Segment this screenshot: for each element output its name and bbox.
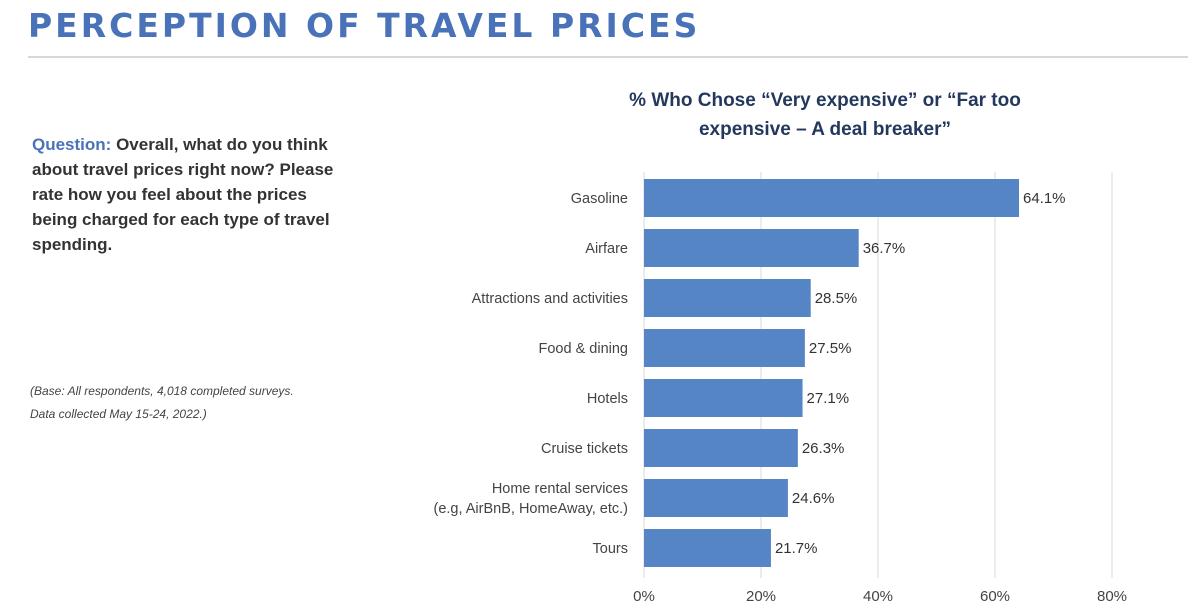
data-label: 26.3% (802, 440, 845, 457)
category-label-line: (e.g, AirBnB, HomeAway, etc.) (434, 501, 628, 517)
bar (644, 229, 859, 267)
category-label: Hotels (587, 391, 628, 407)
base-note-line-1: (Base: All respondents, 4,018 completed … (30, 384, 294, 398)
category-label-line: Home rental services (492, 481, 628, 497)
data-label: 28.5% (815, 290, 858, 307)
data-label: 64.1% (1023, 190, 1066, 207)
x-tick-label: 20% (746, 588, 776, 605)
question-text: Overall, what do you think about travel … (32, 135, 334, 254)
data-label: 27.5% (809, 340, 852, 357)
data-label: 36.7% (863, 240, 906, 257)
bar (644, 379, 803, 417)
x-tick-label: 60% (980, 588, 1010, 605)
bar (644, 329, 805, 367)
chart-title: % Who Chose “Very expensive” or “Far too… (629, 90, 1021, 140)
category-label: Home rental services (e.g, AirBnB, HomeAw… (434, 481, 628, 517)
base-note: (Base: All respondents, 4,018 completed … (30, 380, 350, 426)
category-label: Gasoline (571, 191, 628, 207)
question-label: Question: (32, 135, 112, 154)
category-label: Airfare (585, 241, 628, 257)
question-block: Question: Overall, what do you think abo… (32, 132, 342, 257)
bar (644, 529, 771, 567)
x-tick-label: 40% (863, 588, 893, 605)
bar (644, 179, 1019, 217)
page-title: PERCEPTION OF TRAVEL PRICES (28, 6, 701, 45)
data-label: 27.1% (807, 390, 850, 407)
category-label: Attractions and activities (472, 291, 628, 307)
category-label: Food & dining (539, 341, 628, 357)
data-label: 21.7% (775, 540, 818, 557)
bar (644, 429, 798, 467)
base-note-line-2: Data collected May 15-24, 2022.) (30, 407, 207, 421)
category-label: Tours (593, 541, 628, 557)
category-label: Cruise tickets (541, 441, 628, 457)
x-tick-label: 0% (633, 588, 655, 605)
data-label: 24.6% (792, 490, 835, 507)
bar (644, 479, 788, 517)
bar (644, 279, 811, 317)
x-tick-label: 80% (1097, 588, 1127, 605)
title-divider (28, 56, 1188, 58)
